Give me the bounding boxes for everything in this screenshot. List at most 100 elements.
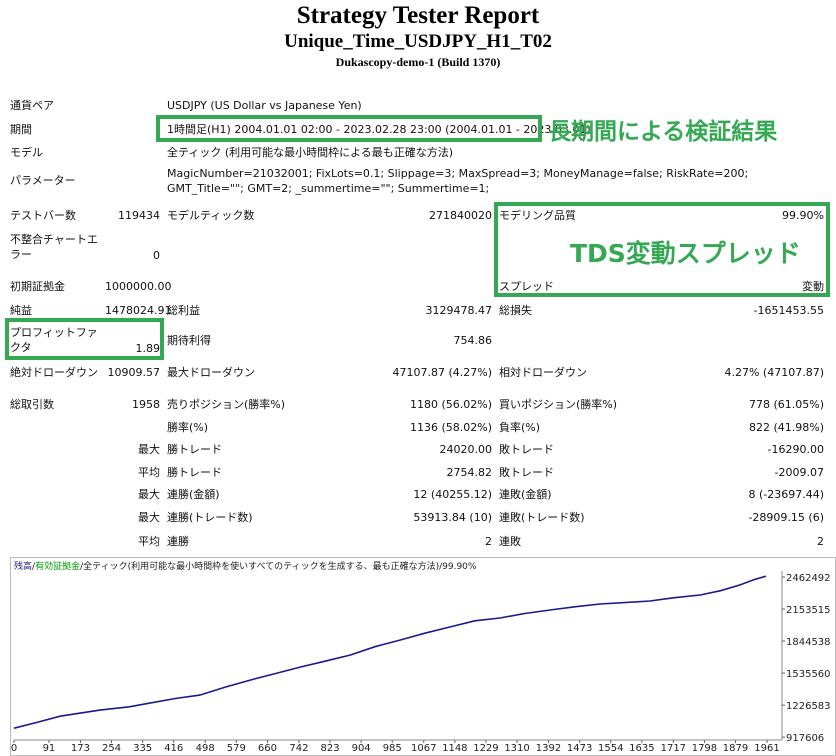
x-tick-label: 1229: [473, 743, 498, 754]
x-tick-label: 1717: [661, 743, 686, 754]
legend-item: 全ティック(利用可能な最小時間枠を使いすべてのティックを生成する、最も正確な方法…: [83, 560, 439, 572]
chart-frame: [10, 557, 836, 756]
field-label: 買いポジション(勝率%): [499, 398, 618, 411]
y-tick-label: 1535560: [786, 669, 831, 680]
annotation: TDS変動スプレッド: [570, 239, 801, 268]
field-value: 4.27% (47107.87): [724, 366, 824, 379]
field-value: 最大: [138, 443, 160, 456]
y-tick-label: 2153515: [786, 605, 831, 616]
field-value: 47107.87 (4.27%): [392, 366, 492, 379]
legend-item: 99.90%: [442, 562, 477, 572]
field-label: 勝トレード: [167, 443, 222, 456]
x-tick-label: 173: [71, 743, 90, 754]
field-value: 271840020: [429, 209, 492, 222]
field-label: パラメーター: [10, 174, 76, 187]
field-label: 連勝(トレード数): [167, 511, 253, 524]
field-value: 最大: [138, 488, 160, 501]
x-tick-label: 1067: [411, 743, 436, 754]
y-tick-label: 1226583: [786, 701, 831, 712]
x-tick-label: 823: [320, 743, 339, 754]
field-value: 1958: [132, 398, 160, 411]
field-label: 相対ドローダウン: [499, 366, 587, 379]
field-label: 最大ドローダウン: [167, 366, 255, 379]
field-label: 初期証拠金: [10, 280, 65, 293]
field-label: 敗トレード: [499, 466, 554, 479]
field-value: 12 (40255.12): [413, 488, 492, 501]
report-title: Strategy Tester Report: [296, 2, 540, 29]
field-label: 勝トレード: [167, 466, 222, 479]
field-value: 3129478.47: [425, 304, 492, 317]
field-value: 778 (61.05%): [748, 398, 824, 411]
report-subtitle: Unique_Time_USDJPY_H1_T02: [284, 31, 552, 52]
x-tick-label: 254: [102, 743, 121, 754]
field-value: -1651453.55: [753, 304, 824, 317]
highlight-box: [494, 202, 830, 297]
field-value: 10909.57: [107, 366, 161, 379]
field-label: モデリング品質: [499, 209, 576, 222]
field-label: 不整合チャートエラー: [10, 233, 98, 261]
field-value: 1180 (56.02%): [409, 398, 492, 411]
field-value: MagicNumber=21032001; FixLots=0.1; Slipp…: [167, 167, 749, 195]
field-label: 連敗(トレード数): [499, 511, 585, 524]
legend-item: /: [439, 562, 443, 572]
field-label: 連勝(金額): [167, 488, 220, 501]
x-tick-label: 1148: [442, 743, 467, 754]
server: Dukascopy-demo-1 (Build 1370): [335, 55, 501, 69]
field-value: 0: [153, 249, 160, 262]
legend-item: 有効証拠金: [35, 560, 80, 572]
field-value: 1時間足(H1) 2004.01.01 02:00 - 2023.02.28 2…: [167, 123, 591, 136]
x-tick-label: 579: [227, 743, 246, 754]
field-label: 連敗: [499, 535, 521, 548]
field-value: 119434: [118, 209, 160, 222]
y-tick-label: 917606: [786, 733, 824, 744]
field-value: 平均: [138, 535, 160, 548]
highlight-box: [5, 318, 164, 360]
field-value: 変動: [802, 280, 824, 293]
annotation: 長期間による検証結果: [548, 119, 778, 145]
legend-item: /: [80, 562, 84, 572]
field-value: 1000000.00: [105, 280, 172, 293]
x-tick-label: 1879: [723, 743, 748, 754]
field-value: 754.86: [453, 334, 493, 347]
legend-item: 残高: [14, 560, 32, 572]
x-tick-label: 1310: [504, 743, 529, 754]
field-value: 全ティック (利用可能な最小時間枠による最も正確な方法): [167, 146, 454, 159]
x-tick-label: 985: [383, 743, 402, 754]
field-label: モデル: [10, 146, 43, 159]
field-value: 822 (41.98%): [748, 421, 824, 434]
field-value: 53913.84 (10): [413, 511, 492, 524]
field-value: -16290.00: [767, 443, 824, 456]
balance-line: [13, 575, 767, 729]
field-label: 絶対ドローダウン: [10, 366, 98, 379]
field-value: 1.89: [135, 342, 161, 355]
field-label: モデルティック数: [167, 209, 255, 222]
field-value: 2754.82: [446, 466, 493, 479]
field-label: 敗トレード: [499, 443, 554, 456]
x-tick-label: 1473: [567, 743, 592, 754]
field-label: 純益: [10, 304, 32, 317]
balance-chart: 917606 1226583 1535560 1844538 2153515 246249…: [10, 557, 836, 756]
x-tick-label: 904: [352, 743, 371, 754]
x-tick-label: 335: [133, 743, 152, 754]
field-label: テストバー数: [10, 209, 76, 222]
field-label: 勝率(%): [167, 421, 209, 434]
field-value: USDJPY (US Dollar vs Japanese Yen): [167, 99, 362, 112]
highlight-box: [156, 115, 542, 142]
x-tick-label: 1798: [692, 743, 717, 754]
x-tick-label: 1635: [629, 743, 654, 754]
x-tick-label: 742: [289, 743, 308, 754]
field-value: 最大: [138, 511, 160, 524]
field-label: 通貨ペア: [10, 99, 54, 112]
y-tick-label: 2462492: [786, 573, 831, 584]
x-tick-label: 1554: [598, 743, 623, 754]
field-value: 1478024.91: [105, 304, 172, 317]
x-tick-label: 1392: [536, 743, 561, 754]
x-tick-label: 498: [196, 743, 215, 754]
field-label: 連勝: [167, 535, 189, 548]
field-label: 期待利得: [167, 334, 211, 347]
field-label: 連敗(金額): [499, 488, 552, 501]
field-value: -2009.07: [774, 466, 824, 479]
field-label: 総利益: [167, 304, 200, 317]
legend-item: /: [32, 562, 36, 572]
